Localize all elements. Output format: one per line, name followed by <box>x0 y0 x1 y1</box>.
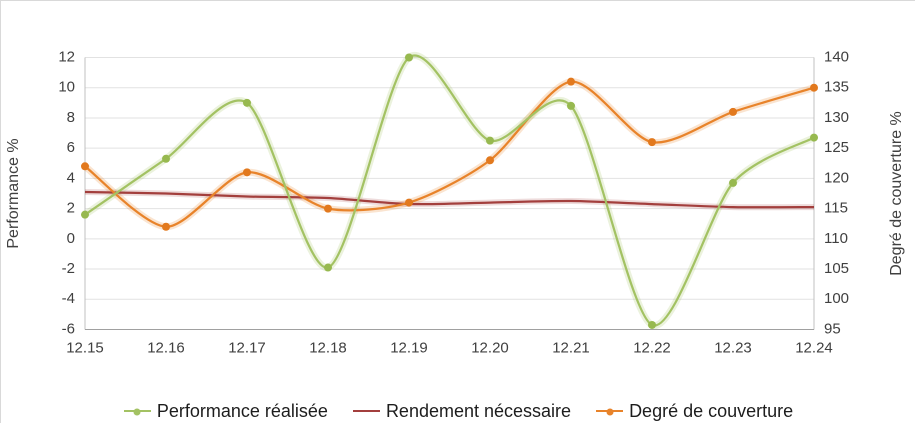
svg-text:12.15: 12.15 <box>66 340 104 357</box>
svg-text:12: 12 <box>58 48 75 65</box>
svg-text:4: 4 <box>67 169 75 186</box>
svg-text:2: 2 <box>67 200 75 217</box>
svg-text:Performance %: Performance % <box>5 138 22 248</box>
svg-text:95: 95 <box>824 320 841 337</box>
svg-text:6: 6 <box>67 139 75 156</box>
svg-text:12.17: 12.17 <box>228 340 266 357</box>
svg-text:12.16: 12.16 <box>147 340 185 357</box>
svg-text:140: 140 <box>824 48 849 65</box>
svg-text:Degré de couverture %: Degré de couverture % <box>888 111 905 276</box>
svg-text:10: 10 <box>58 79 75 96</box>
svg-text:135: 135 <box>824 79 849 96</box>
svg-text:12.23: 12.23 <box>714 340 752 357</box>
svg-text:120: 120 <box>824 169 849 186</box>
svg-text:12.18: 12.18 <box>309 340 347 357</box>
svg-text:-6: -6 <box>62 320 75 337</box>
svg-text:12.22: 12.22 <box>633 340 671 357</box>
svg-text:-2: -2 <box>62 260 75 277</box>
svg-text:130: 130 <box>824 109 849 126</box>
svg-text:12.21: 12.21 <box>552 340 590 357</box>
svg-text:125: 125 <box>824 139 849 156</box>
svg-text:12.20: 12.20 <box>471 340 509 357</box>
svg-text:12.24: 12.24 <box>795 340 833 357</box>
svg-text:8: 8 <box>67 109 75 126</box>
svg-text:-4: -4 <box>62 290 75 307</box>
svg-text:0: 0 <box>67 230 75 247</box>
svg-text:110: 110 <box>824 230 848 247</box>
svg-text:12.19: 12.19 <box>390 340 428 357</box>
svg-text:100: 100 <box>824 290 849 307</box>
svg-text:105: 105 <box>824 260 849 277</box>
svg-text:115: 115 <box>824 200 848 217</box>
